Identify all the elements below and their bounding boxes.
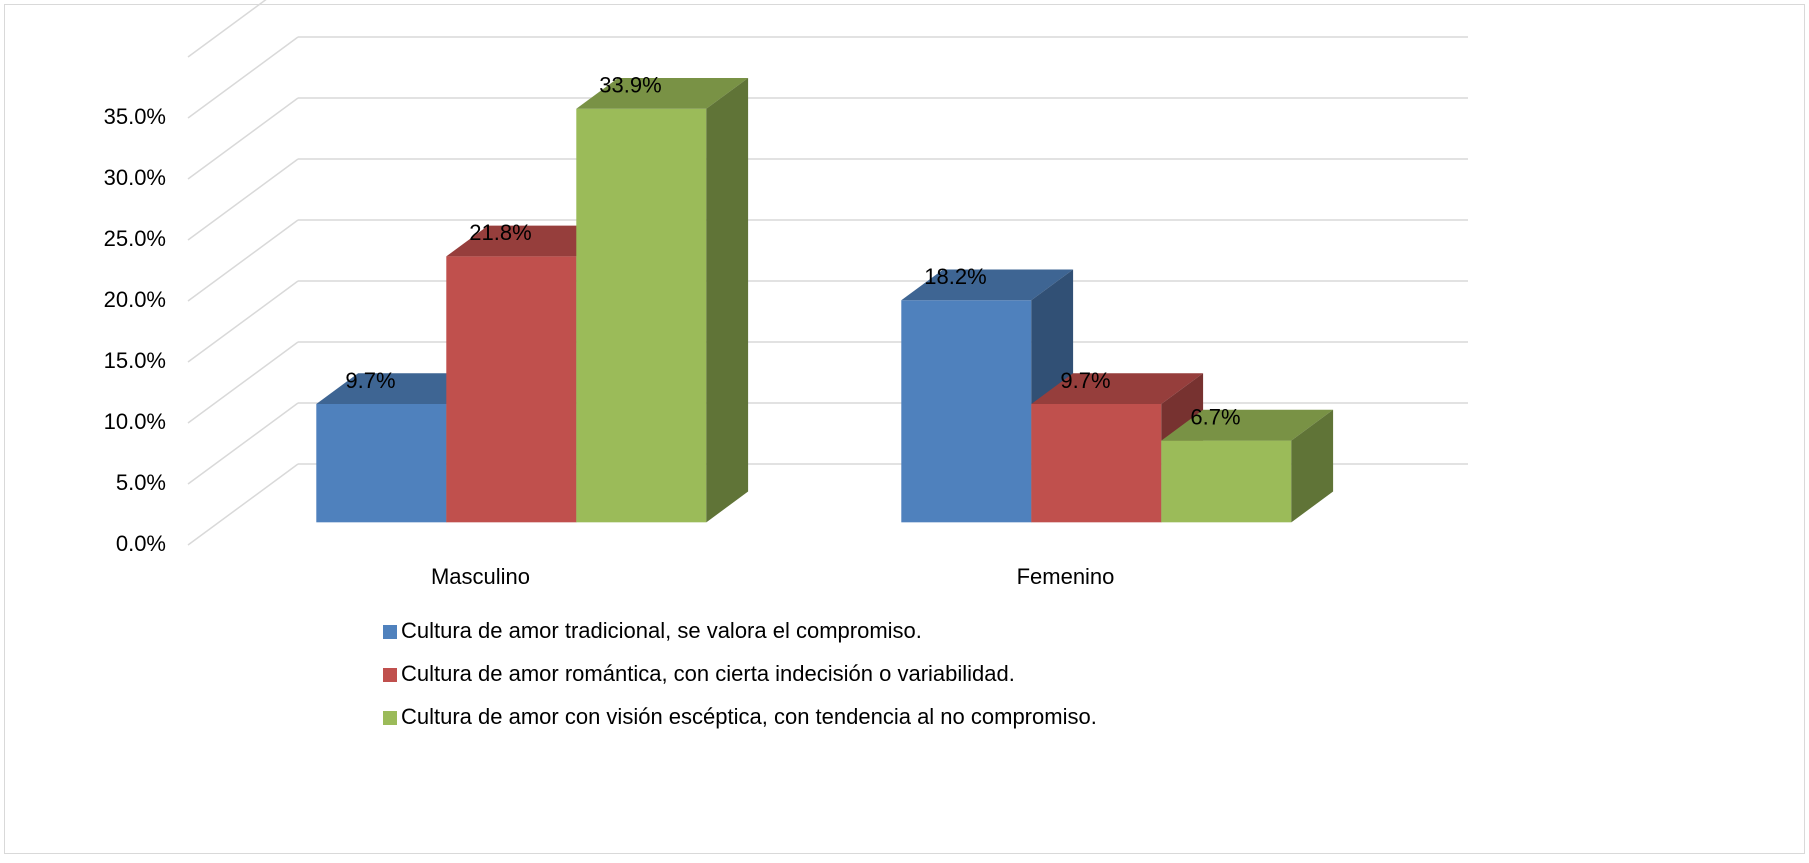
data-label: 6.7% — [1190, 404, 1240, 429]
bar-front — [901, 300, 1032, 523]
y-tick-label: 25.0% — [104, 226, 166, 251]
bar-top — [901, 269, 1074, 301]
bar-side — [706, 77, 749, 523]
grid-line-side — [187, 158, 299, 241]
data-label: 21.8% — [469, 220, 531, 245]
grid-line-side — [187, 36, 299, 119]
y-tick-label: 10.0% — [104, 409, 166, 434]
bar-top — [1161, 409, 1334, 441]
bar-front — [1031, 403, 1162, 523]
bar-front — [446, 256, 577, 523]
data-label: 9.7% — [1060, 368, 1110, 393]
legend-swatch — [383, 668, 397, 682]
grid-line-side — [187, 402, 299, 485]
grid-line-side — [187, 341, 299, 424]
data-label: 9.7% — [345, 368, 395, 393]
grid-line-side — [187, 280, 299, 363]
bar-top — [1031, 373, 1204, 404]
legend-label: Cultura de amor tradicional, se valora e… — [401, 618, 922, 643]
bar-front — [576, 108, 707, 523]
bar-top — [576, 77, 749, 109]
bar-front — [1161, 440, 1292, 523]
data-label: 18.2% — [924, 264, 986, 289]
bar-front — [316, 403, 447, 523]
y-tick-label: 0.0% — [116, 531, 166, 556]
y-tick-label: 5.0% — [116, 470, 166, 495]
grid-line-side — [187, 97, 299, 180]
bar-top — [446, 225, 619, 257]
data-label: 33.9% — [599, 73, 661, 98]
y-tick-label: 30.0% — [104, 165, 166, 190]
bar-top — [316, 373, 489, 404]
y-tick-label: 20.0% — [104, 287, 166, 312]
grid-line-side — [187, 219, 299, 302]
bar-side — [1291, 409, 1334, 523]
wall-frame — [187, 0, 267, 58]
legend-swatch — [383, 625, 397, 639]
legend-swatch — [383, 711, 397, 725]
y-tick-label: 35.0% — [104, 104, 166, 129]
y-tick-label: 15.0% — [104, 348, 166, 373]
x-tick-label: Masculino — [431, 564, 530, 589]
x-tick-label: Femenino — [1017, 564, 1115, 589]
grid-line-side — [187, 463, 299, 546]
legend-label: Cultura de amor romántica, con cierta in… — [401, 661, 1015, 686]
legend-label: Cultura de amor con visión escéptica, co… — [401, 704, 1097, 729]
